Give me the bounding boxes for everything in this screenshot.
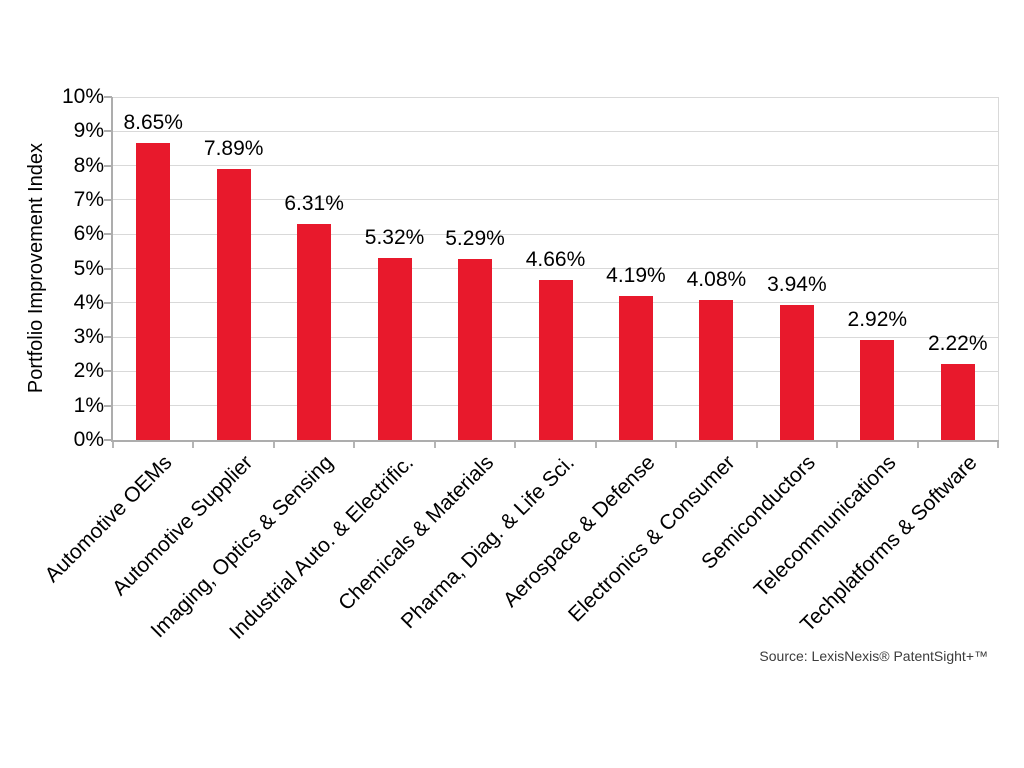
y-tick-label: 6% — [73, 222, 104, 246]
source-note: Source: LexisNexis® PatentSight+™ — [759, 648, 988, 664]
bar-value-label: 3.94% — [767, 272, 827, 296]
y-tick-label: 4% — [73, 290, 104, 314]
y-tick-mark — [104, 233, 112, 236]
y-tick-mark — [104, 404, 112, 407]
bar — [377, 257, 412, 440]
x-category-label-text: Telecommunications — [749, 451, 901, 602]
y-tick-mark — [104, 439, 112, 441]
bar — [297, 223, 332, 440]
bar — [699, 300, 734, 440]
bar-value-label: 4.66% — [525, 248, 586, 272]
x-tick-mark — [353, 442, 356, 448]
bar-value-label: 5.32% — [364, 225, 425, 249]
bar — [618, 296, 653, 440]
bar-value-label: 4.19% — [606, 264, 666, 288]
bar-value-label: 6.31% — [284, 191, 344, 215]
y-tick-label: 0% — [73, 428, 104, 451]
x-category-label-text: Automotive Supplier — [107, 451, 257, 601]
y-tick-mark — [104, 198, 112, 201]
gridline — [113, 268, 998, 269]
x-tick-mark — [675, 442, 678, 448]
x-tick-mark — [916, 442, 919, 448]
x-tick-mark — [594, 442, 597, 448]
gridline — [113, 165, 998, 167]
y-tick-mark — [104, 336, 112, 339]
gridline — [113, 130, 998, 132]
x-tick-mark — [192, 442, 195, 448]
bar-value-label: 2.22% — [927, 331, 988, 355]
y-tick-label: 2% — [73, 359, 104, 383]
bar — [136, 143, 171, 440]
bar-value-label: 8.65% — [123, 111, 183, 135]
y-axis-line — [111, 97, 113, 442]
x-axis-line — [111, 440, 999, 442]
bar — [458, 258, 493, 440]
y-tick-label: 5% — [73, 256, 104, 280]
y-tick-label: 9% — [73, 119, 104, 143]
y-tick-mark — [104, 370, 112, 373]
bar — [538, 280, 573, 440]
x-tick-mark — [755, 442, 758, 448]
x-tick-mark — [433, 442, 436, 448]
y-tick-mark — [104, 267, 112, 270]
bar — [940, 363, 975, 440]
bar-value-label: 4.08% — [686, 268, 747, 292]
x-tick-mark — [514, 442, 517, 448]
x-tick-mark — [112, 442, 114, 448]
y-tick-mark — [104, 130, 112, 133]
plot-right-border — [998, 97, 999, 440]
gridline — [113, 233, 998, 235]
x-category-label-text: Aerospace & Defense — [498, 451, 660, 612]
bar-value-label: 2.92% — [847, 307, 908, 331]
x-tick-mark — [997, 442, 999, 448]
y-tick-label: 7% — [73, 187, 104, 211]
bar — [216, 169, 251, 440]
bar-value-label: 7.89% — [203, 137, 264, 161]
x-tick-mark — [836, 442, 839, 448]
y-tick-mark — [104, 164, 112, 167]
y-tick-label: 3% — [73, 325, 104, 349]
y-tick-label: 1% — [73, 393, 104, 417]
bar — [779, 304, 814, 440]
x-category-label-text: Chemicals & Materials — [334, 451, 499, 615]
gridline — [113, 199, 998, 201]
bar-value-label: 5.29% — [445, 226, 505, 250]
y-tick-label: 8% — [73, 153, 104, 177]
x-tick-mark — [272, 442, 275, 448]
y-tick-mark — [104, 301, 112, 304]
y-tick-mark — [104, 96, 112, 98]
gridline — [113, 96, 998, 98]
y-tick-label: 10% — [61, 85, 104, 108]
bar — [860, 339, 895, 440]
